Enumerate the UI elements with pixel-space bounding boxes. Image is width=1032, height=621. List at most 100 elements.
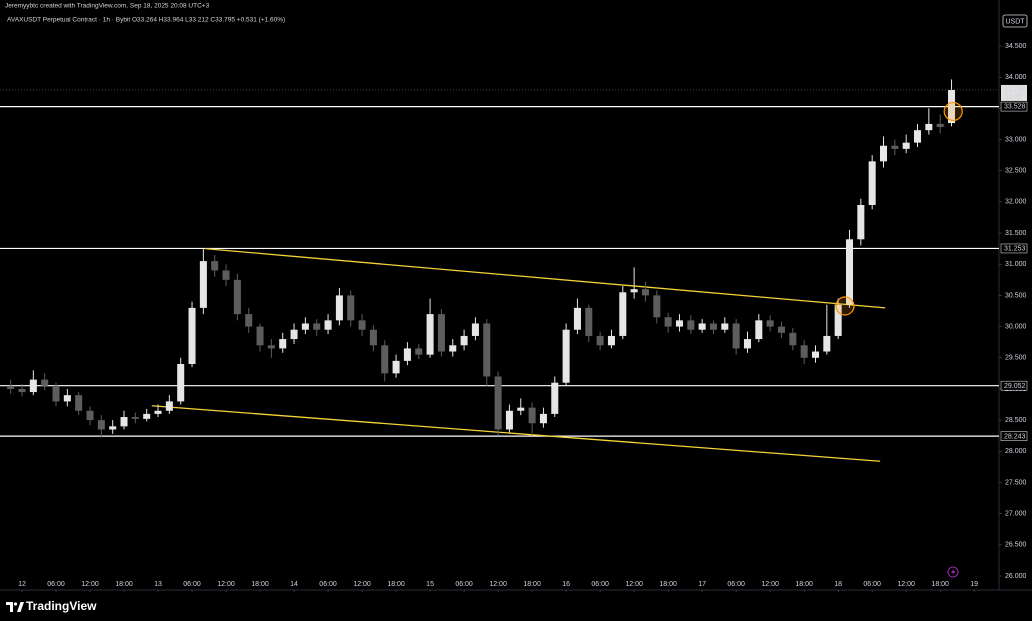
y-tick-label: 32.500 bbox=[1005, 168, 1027, 175]
level-tag bbox=[1000, 101, 1028, 112]
candle-body bbox=[834, 304, 842, 336]
candle-body bbox=[891, 145, 899, 149]
currency-box[interactable] bbox=[1002, 14, 1028, 28]
candle-body bbox=[664, 317, 672, 327]
candle-body bbox=[290, 329, 298, 340]
x-tick-label: 06:00 bbox=[863, 581, 881, 588]
level-tag bbox=[1000, 380, 1028, 391]
candle-body bbox=[573, 307, 581, 330]
candle-body bbox=[437, 314, 445, 352]
x-tick-label: 18:00 bbox=[523, 581, 541, 588]
x-tick-label: 06:00 bbox=[727, 581, 745, 588]
breakout-marker bbox=[835, 296, 855, 316]
x-tick-label: 18 bbox=[834, 581, 842, 588]
candle-body bbox=[369, 329, 377, 346]
candle-body bbox=[324, 320, 332, 330]
candle-body bbox=[222, 270, 230, 280]
x-tick-label: 12:00 bbox=[81, 581, 99, 588]
x-tick-label: 18:00 bbox=[659, 581, 677, 588]
candle-body bbox=[415, 348, 423, 355]
level-label: 28.243 bbox=[1004, 433, 1026, 440]
x-tick-label: 18:00 bbox=[795, 581, 813, 588]
candle-body bbox=[596, 335, 604, 346]
candle-body bbox=[914, 130, 922, 143]
candle-body bbox=[120, 417, 128, 427]
x-tick-label: 15 bbox=[426, 581, 434, 588]
candle-body bbox=[392, 360, 400, 374]
candle-body bbox=[539, 413, 547, 424]
candle-body bbox=[551, 382, 559, 414]
candle-body bbox=[403, 348, 411, 361]
candle-body bbox=[800, 345, 808, 358]
y-tick-label: 28.000 bbox=[1005, 448, 1027, 455]
event-bolt bbox=[951, 568, 956, 576]
candle-body bbox=[709, 323, 717, 330]
candle-body bbox=[494, 376, 502, 430]
last-price-label: 33.795 bbox=[1004, 86, 1026, 93]
candle-body bbox=[641, 289, 649, 296]
y-tick-label: 34.500 bbox=[1005, 43, 1027, 50]
y-tick-label: 29.500 bbox=[1005, 355, 1027, 362]
candle-body bbox=[936, 123, 944, 128]
x-tick-label: 12:00 bbox=[353, 581, 371, 588]
brand-name: TradingView bbox=[26, 599, 97, 613]
logo-slash bbox=[17, 602, 24, 612]
logo-mark bbox=[6, 602, 13, 612]
candle-body bbox=[347, 295, 355, 321]
candle-body bbox=[698, 323, 706, 330]
x-tick-label: 12:00 bbox=[625, 581, 643, 588]
candle-body bbox=[811, 351, 820, 358]
x-tick-label: 14 bbox=[290, 581, 298, 588]
candle-body bbox=[358, 320, 366, 330]
candle-body bbox=[75, 395, 83, 411]
candle-body bbox=[279, 339, 287, 349]
y-tick-label: 30.000 bbox=[1005, 323, 1027, 330]
candle-body bbox=[165, 401, 173, 411]
candle-body bbox=[381, 345, 389, 374]
x-tick-label: 12 bbox=[18, 581, 26, 588]
x-tick-label: 12:00 bbox=[489, 581, 507, 588]
candle-body bbox=[766, 320, 774, 327]
candle-body bbox=[619, 292, 627, 336]
candle-body bbox=[154, 410, 162, 414]
candle-body bbox=[63, 395, 71, 402]
x-tick-label: 06:00 bbox=[591, 581, 609, 588]
candle-body bbox=[607, 335, 615, 346]
candle-body bbox=[732, 323, 740, 349]
candle-body bbox=[97, 420, 105, 430]
x-tick-label: 12:00 bbox=[761, 581, 779, 588]
candle-body bbox=[233, 279, 241, 315]
candle-body bbox=[301, 323, 309, 330]
candle-body bbox=[789, 332, 797, 346]
candle-body bbox=[743, 339, 751, 349]
candle-body bbox=[845, 239, 854, 305]
candle-body bbox=[52, 385, 60, 402]
candle-body bbox=[41, 379, 49, 386]
event-icon[interactable] bbox=[947, 566, 959, 578]
candle-body bbox=[505, 410, 513, 430]
y-tick-label: 27.000 bbox=[1005, 510, 1027, 517]
y-tick-label: 26.500 bbox=[1005, 542, 1027, 549]
y-tick-label: 28.500 bbox=[1005, 417, 1027, 424]
trendline bbox=[151, 405, 881, 462]
x-tick-label: 12:00 bbox=[897, 581, 915, 588]
x-tick-label: 18:00 bbox=[251, 581, 269, 588]
breakout-marker bbox=[943, 101, 963, 122]
x-tick-label: 18:00 bbox=[115, 581, 133, 588]
candle-body bbox=[109, 426, 117, 430]
candle-body bbox=[777, 326, 786, 333]
y-tick-label: 31.000 bbox=[1005, 261, 1027, 268]
x-tick-label: 06:00 bbox=[455, 581, 473, 588]
candle-body bbox=[630, 289, 638, 293]
y-tick-label: 27.500 bbox=[1005, 479, 1027, 486]
candle-body bbox=[925, 123, 933, 131]
candle-body bbox=[902, 142, 910, 149]
brand-logo[interactable] bbox=[6, 602, 24, 612]
x-tick-label: 12:00 bbox=[217, 581, 235, 588]
trendline bbox=[205, 247, 886, 309]
level-tag bbox=[1000, 243, 1028, 254]
y-tick-label: 31.500 bbox=[1005, 230, 1027, 237]
candle-body bbox=[562, 329, 570, 383]
